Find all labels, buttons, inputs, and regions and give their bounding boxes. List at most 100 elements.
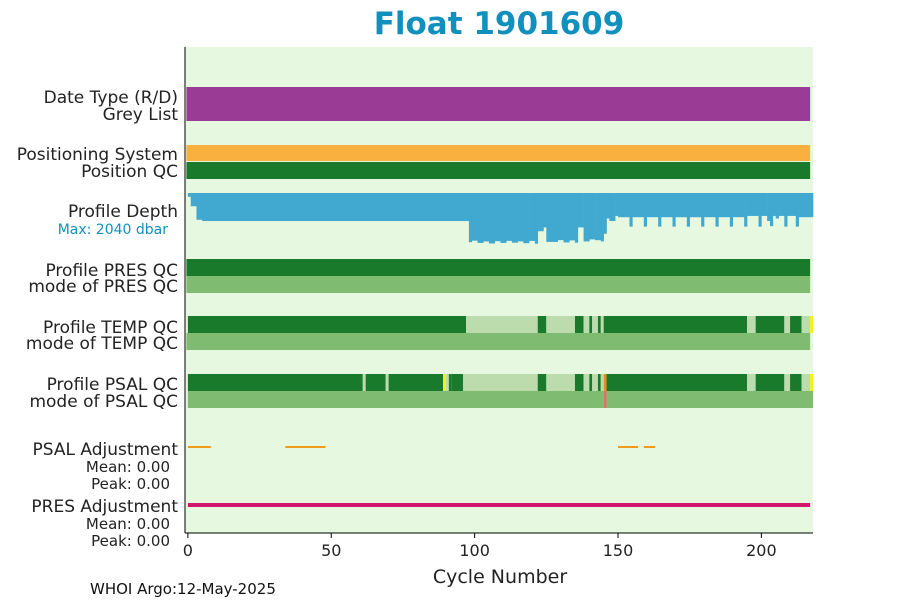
depth-bar-13 [517, 193, 524, 242]
x-tick-label-1: 50 [321, 541, 341, 560]
depth-bar-14 [523, 193, 530, 244]
adjustment-mark-11-2 [618, 446, 639, 448]
row-layer [186, 87, 814, 507]
qc-segment-9-8 [451, 374, 464, 391]
qc-segment-7-4 [574, 316, 584, 333]
depth-max-label: Max: 2040 dbar [58, 222, 169, 238]
depth-bar-48 [718, 193, 731, 218]
qc-segment-7-0 [187, 316, 467, 333]
depth-bar-6 [477, 193, 484, 243]
x-tick-label-3: 150 [603, 541, 634, 560]
qc-segment-7-2 [537, 316, 547, 333]
depth-bar-0 [187, 193, 192, 197]
qc-segment-7-1 [466, 316, 538, 333]
depth-bar-21 [563, 193, 570, 243]
footer-text: WHOI Argo:12-May-2025 [90, 580, 276, 598]
depth-bar-24 [577, 193, 584, 228]
depth-bar-16 [534, 193, 539, 244]
qc-segment-9-22 [784, 374, 791, 391]
qc-segment-9-1 [362, 374, 366, 391]
depth-bar-38 [646, 193, 659, 218]
depth-bar-46 [704, 193, 716, 218]
depth-bar-33 [618, 193, 622, 218]
depth-bar-29 [603, 193, 607, 234]
qc-segment-7-15 [801, 316, 811, 333]
depth-bar-59 [778, 193, 785, 216]
qc-segment-9-10 [537, 374, 547, 391]
depth-bar-43 [686, 193, 690, 227]
depth-bar-62 [795, 193, 799, 227]
qc-segment-9-5 [443, 374, 446, 391]
qc-segment-10-1 [603, 391, 607, 408]
depth-bar-1 [190, 193, 197, 207]
depth-bar-58 [775, 193, 779, 219]
qc-segment-9-4 [388, 374, 444, 391]
depth-bar-22 [569, 193, 576, 241]
row-bar-8 [186, 333, 811, 350]
adjustment-mark-12-0 [187, 503, 811, 507]
depth-bar-35 [629, 193, 633, 227]
row-bar-5 [186, 259, 811, 276]
depth-bar-45 [701, 193, 705, 227]
depth-bar-7 [483, 193, 490, 242]
x-tick-label-4: 200 [746, 541, 777, 560]
row-label-3: Position QC [81, 162, 178, 182]
depth-bar-18 [543, 193, 547, 228]
depth-bar-40 [661, 193, 673, 218]
depth-bar-42 [675, 193, 688, 218]
row-label-4: Profile Depth [68, 202, 178, 222]
adjustment-peak-11: Peak: 0.00 [91, 475, 170, 493]
depth-bar-32 [615, 193, 619, 216]
depth-bar-9 [494, 193, 501, 242]
row-label-10: mode of PSAL QC [29, 392, 178, 412]
row-label-5: Profile PRES QC [45, 261, 178, 281]
adjustment-peak-12: Peak: 0.00 [91, 532, 170, 550]
x-tick-label-0: 0 [183, 541, 193, 560]
row-labels: Date Type (R/D)Grey List Positioning Syst… [17, 88, 179, 550]
qc-segment-7-10 [603, 316, 748, 333]
qc-segment-7-3 [546, 316, 575, 333]
depth-bar-34 [620, 193, 630, 218]
x-tick-label-2: 100 [459, 541, 490, 560]
depth-bar-20 [557, 193, 564, 241]
depth-bar-19 [546, 193, 559, 242]
qc-segment-9-11 [546, 374, 575, 391]
qc-segment-9-19 [606, 374, 748, 391]
depth-bar-51 [744, 193, 748, 227]
row-label-7: Profile TEMP QC [43, 318, 178, 338]
depth-bar-56 [769, 193, 774, 227]
qc-segment-9-24 [801, 374, 811, 391]
depth-bar-15 [529, 193, 536, 241]
depth-bar-3 [202, 193, 470, 222]
depth-bar-5 [471, 193, 478, 241]
row-label-9: Profile PSAL QC [47, 375, 178, 395]
qc-segment-9-14 [589, 374, 593, 391]
qc-segment-9-0 [187, 374, 363, 391]
qc-segment-7-7 [592, 316, 598, 333]
depth-bar-10 [500, 193, 507, 243]
chart-title: Float 1901609 [374, 6, 625, 42]
depth-bar-53 [758, 193, 762, 227]
qc-segment-7-9 [600, 316, 604, 333]
adjustment-mean-11: Mean: 0.00 [86, 458, 170, 476]
qc-segment-10-2 [606, 391, 813, 408]
row-bar-0 [186, 87, 811, 121]
row-label-0: Date Type (R/D) [44, 88, 178, 108]
depth-bar-54 [761, 193, 768, 216]
qc-segment-9-21 [755, 374, 785, 391]
depth-bar-60 [784, 193, 788, 227]
qc-segment-7-5 [583, 316, 590, 333]
depth-bar-17 [537, 193, 544, 232]
depth-bar-23 [574, 193, 579, 243]
adjustment-mean-12: Mean: 0.00 [86, 515, 170, 533]
row-label-12: PRES Adjustment [31, 497, 178, 517]
qc-segment-7-6 [589, 316, 593, 333]
depth-bar-52 [747, 193, 759, 216]
qc-segment-7-11 [747, 316, 756, 333]
row-label-8: mode of TEMP QC [26, 334, 178, 354]
row-label-2: Positioning System [17, 145, 178, 165]
row-label-11: PSAL Adjustment [33, 440, 179, 460]
depth-bar-12 [511, 193, 518, 243]
depth-bar-25 [583, 193, 590, 242]
